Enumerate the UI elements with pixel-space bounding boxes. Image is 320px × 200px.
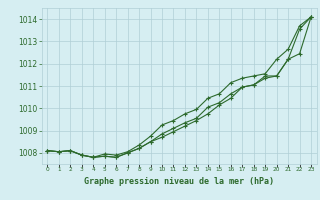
X-axis label: Graphe pression niveau de la mer (hPa): Graphe pression niveau de la mer (hPa) [84, 177, 274, 186]
